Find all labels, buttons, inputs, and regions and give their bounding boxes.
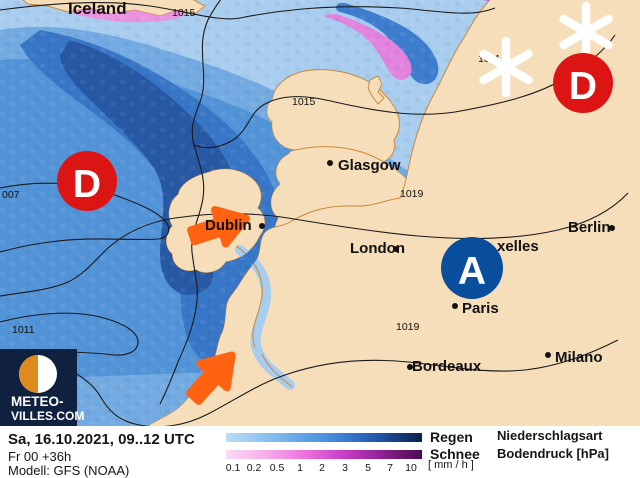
- svg-text:0.2: 0.2: [247, 462, 262, 474]
- svg-text:VILLES.COM: VILLES.COM: [11, 409, 84, 423]
- svg-text:1019: 1019: [400, 188, 424, 200]
- svg-text:Modell: GFS (NOAA): Modell: GFS (NOAA): [8, 463, 129, 478]
- svg-text:Bordeaux: Bordeaux: [412, 358, 482, 375]
- svg-text:Sa, 16.10.2021, 09..12 UTC: Sa, 16.10.2021, 09..12 UTC: [8, 431, 195, 448]
- svg-text:Fr 00 +36h: Fr 00 +36h: [8, 449, 71, 464]
- svg-text:1011: 1011: [12, 324, 35, 336]
- svg-text:Berlin: Berlin: [568, 219, 611, 236]
- svg-text:Niederschlagsart: Niederschlagsart: [497, 428, 603, 443]
- svg-text:Glasgow: Glasgow: [338, 157, 401, 174]
- svg-text:1015: 1015: [292, 96, 316, 108]
- svg-text:1015: 1015: [172, 7, 196, 19]
- svg-text:METEO-: METEO-: [11, 394, 64, 409]
- svg-text:Milano: Milano: [555, 349, 603, 366]
- svg-text:Regen: Regen: [430, 429, 473, 445]
- svg-text:Paris: Paris: [462, 300, 499, 317]
- svg-text:0.5: 0.5: [270, 462, 285, 474]
- svg-text:Iceland: Iceland: [68, 0, 127, 18]
- svg-text:10: 10: [405, 462, 417, 474]
- svg-text:Bodendruck [hPa]: Bodendruck [hPa]: [497, 446, 609, 461]
- svg-text:007: 007: [2, 189, 20, 201]
- svg-text:D: D: [73, 163, 101, 206]
- svg-text:A: A: [458, 250, 486, 293]
- svg-text:Dublin: Dublin: [205, 217, 252, 234]
- svg-text:7: 7: [387, 462, 393, 474]
- svg-text:0.1: 0.1: [226, 462, 241, 474]
- svg-text:D: D: [569, 65, 597, 108]
- svg-text:3: 3: [342, 462, 348, 474]
- svg-text:5: 5: [365, 462, 371, 474]
- svg-text:Schnee: Schnee: [430, 446, 480, 462]
- svg-text:1: 1: [297, 462, 303, 474]
- svg-text:xelles: xelles: [497, 238, 539, 255]
- svg-text:2: 2: [319, 462, 325, 474]
- svg-text:1019: 1019: [396, 321, 420, 333]
